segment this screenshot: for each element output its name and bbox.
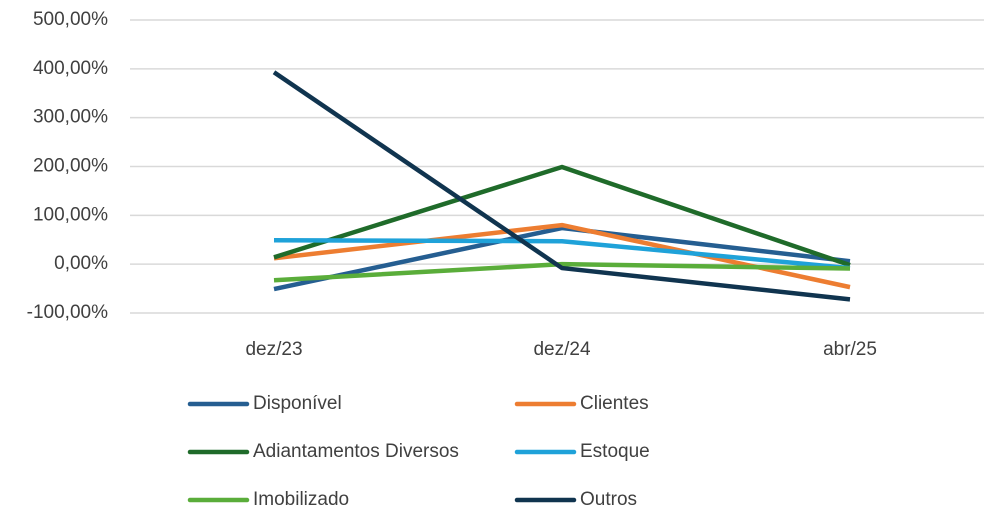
legend-label: Outros — [580, 489, 637, 510]
x-tick-label: dez/23 — [245, 339, 302, 360]
series-line — [273, 164, 851, 268]
series-line — [273, 225, 851, 292]
y-tick-label: 500,00% — [33, 9, 108, 30]
y-tick-label: 0,00% — [54, 253, 108, 274]
x-tick-label: abr/25 — [823, 339, 877, 360]
y-tick-label: 200,00% — [33, 156, 108, 177]
legend-label: Estoque — [580, 441, 650, 462]
legend-label: Clientes — [580, 393, 649, 414]
legend-label: Imobilizado — [253, 489, 349, 510]
legend-label: Disponível — [253, 393, 342, 414]
y-tick-label: 400,00% — [33, 58, 108, 79]
y-tick-label: -100,00% — [27, 302, 108, 323]
series-line — [273, 261, 851, 283]
y-tick-label: 300,00% — [33, 107, 108, 128]
legend-label: Adiantamentos Diversos — [253, 441, 459, 462]
series-line — [272, 70, 851, 302]
series-line — [273, 237, 851, 271]
x-tick-label: dez/24 — [533, 339, 590, 360]
y-tick-label: 100,00% — [33, 204, 108, 225]
